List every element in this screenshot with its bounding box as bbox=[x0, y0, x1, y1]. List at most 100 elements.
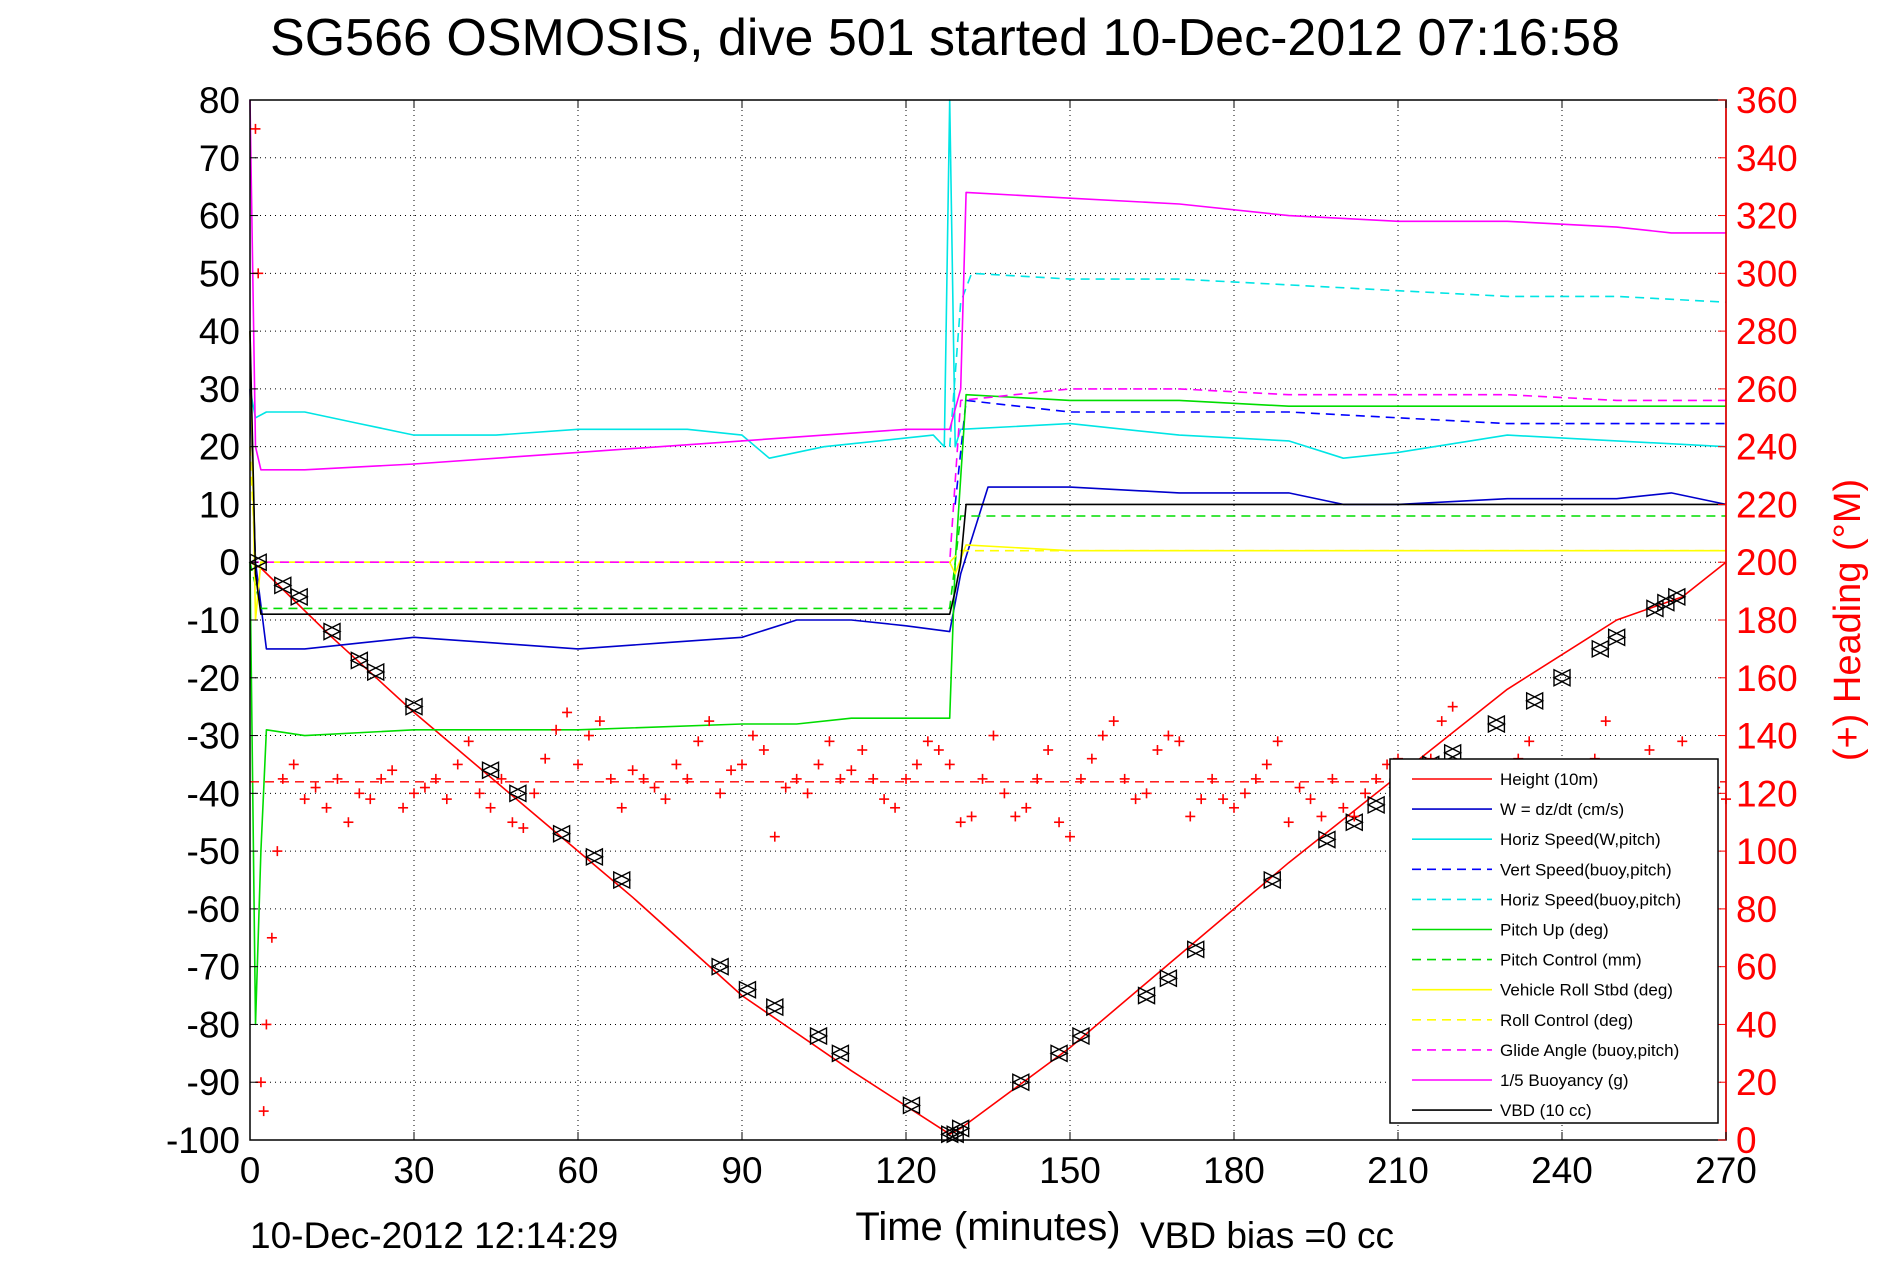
heading-point bbox=[1086, 753, 1097, 764]
right-tick-label: 100 bbox=[1736, 831, 1798, 872]
heading-point bbox=[1436, 716, 1447, 727]
heading-point bbox=[1349, 811, 1360, 822]
legend-label-3: Horiz Speed(W,pitch) bbox=[1500, 830, 1661, 849]
heading-point bbox=[758, 745, 769, 755]
legend-label-11: 1/5 Buoyancy (g) bbox=[1500, 1071, 1629, 1090]
heading-point bbox=[258, 1106, 269, 1117]
legend: Height (10m) W = dz/dt (cm/s) Horiz Speed(… bbox=[1389, 758, 1719, 1124]
right-tick-label: 360 bbox=[1736, 80, 1798, 121]
heading-point bbox=[1677, 736, 1688, 747]
y-tick-label: 20 bbox=[199, 427, 240, 468]
heading-point bbox=[780, 782, 791, 793]
x-axis-label: Time (minutes) bbox=[855, 1205, 1120, 1249]
y-tick-label: -50 bbox=[187, 831, 240, 872]
y-tick-label: -10 bbox=[187, 600, 240, 641]
heading-point bbox=[605, 773, 616, 784]
right-tick-label: 160 bbox=[1736, 658, 1798, 699]
right-tick-label: 240 bbox=[1736, 427, 1798, 468]
y-tick-label: 30 bbox=[199, 369, 240, 410]
heading-point bbox=[879, 794, 890, 805]
heading-point bbox=[1283, 817, 1294, 828]
sample-marker-rev bbox=[1486, 714, 1506, 734]
x-tick-label: 120 bbox=[875, 1150, 937, 1191]
heading-point bbox=[1360, 788, 1371, 799]
sample-marker-rev bbox=[1525, 691, 1544, 711]
heading-point bbox=[890, 802, 901, 813]
sample-marker-rev bbox=[289, 587, 308, 607]
y-tick-label: 70 bbox=[199, 138, 240, 179]
heading-point bbox=[671, 759, 682, 770]
sample-marker-rev bbox=[248, 553, 267, 572]
heading-point bbox=[310, 782, 321, 793]
series-line-11 bbox=[249, 99, 1726, 471]
heading-point bbox=[846, 765, 857, 776]
heading-point bbox=[1097, 730, 1108, 741]
x-tick-label: 180 bbox=[1203, 1150, 1265, 1191]
heading-point bbox=[272, 846, 283, 857]
heading-point bbox=[977, 773, 988, 784]
heading-point bbox=[1600, 716, 1611, 727]
y-tick-label: 80 bbox=[199, 80, 240, 121]
heading-point bbox=[813, 759, 824, 770]
right-tick-label: 320 bbox=[1736, 196, 1798, 237]
right-tick-label: 0 bbox=[1736, 1120, 1757, 1161]
heading-point bbox=[966, 811, 977, 822]
heading-point bbox=[1130, 794, 1141, 805]
series-line-4 bbox=[954, 399, 1726, 505]
heading-point bbox=[1152, 745, 1163, 755]
heading-point bbox=[266, 932, 277, 943]
heading-point bbox=[365, 794, 376, 805]
y-tick-label: 60 bbox=[199, 196, 240, 237]
heading-point bbox=[1108, 716, 1119, 727]
heading-point bbox=[1338, 802, 1349, 813]
right-tick-label: 300 bbox=[1736, 253, 1798, 294]
sample-marker-rev bbox=[349, 651, 369, 670]
heading-point bbox=[288, 759, 299, 770]
heading-point bbox=[737, 759, 747, 770]
sample-marker-rev bbox=[480, 761, 500, 780]
sample-marker-rev bbox=[765, 997, 784, 1017]
sample-marker-rev bbox=[710, 957, 729, 976]
footer-vbd-bias: VBD bias =0 cc bbox=[1140, 1215, 1394, 1256]
heading-point bbox=[299, 794, 310, 805]
heading-point bbox=[1119, 773, 1130, 784]
legend-label-10: Glide Angle (buoy,pitch) bbox=[1500, 1041, 1679, 1060]
heading-point bbox=[419, 782, 430, 793]
heading-point bbox=[1294, 782, 1305, 793]
heading-point bbox=[1010, 811, 1021, 822]
heading-layer bbox=[250, 123, 1731, 1117]
sample-marker-rev bbox=[830, 1044, 850, 1063]
series-layer bbox=[249, 99, 1727, 1135]
right-tick-label: 60 bbox=[1736, 947, 1777, 988]
sample-marker-rev bbox=[1071, 1026, 1090, 1046]
heading-point bbox=[802, 788, 813, 799]
right-tick-label: 200 bbox=[1736, 542, 1798, 583]
sample-marker-rev bbox=[1366, 795, 1385, 815]
heading-point bbox=[933, 745, 944, 755]
heading-point bbox=[387, 765, 398, 776]
sample-marker-rev bbox=[273, 576, 292, 595]
heading-point bbox=[1272, 736, 1283, 747]
y-tick-label: -80 bbox=[187, 1004, 240, 1045]
sample-marker-rev bbox=[1667, 587, 1686, 607]
x-tick-label: 60 bbox=[557, 1150, 598, 1191]
right-tick-label: 80 bbox=[1736, 889, 1777, 930]
legend-label-8: Vehicle Roll Stbd (deg) bbox=[1500, 981, 1673, 1000]
sample-marker-rev bbox=[508, 784, 527, 803]
heading-point bbox=[250, 123, 261, 134]
sample-marker-rev bbox=[584, 847, 604, 867]
heading-point bbox=[562, 707, 573, 718]
heading-point bbox=[769, 831, 780, 842]
legend-label-7: Pitch Control (mm) bbox=[1500, 951, 1642, 970]
heading-point bbox=[594, 716, 605, 727]
heading-point bbox=[824, 736, 835, 747]
heading-point bbox=[1054, 817, 1065, 828]
heading-point bbox=[551, 724, 562, 735]
heading-point bbox=[715, 788, 726, 799]
heading-point bbox=[398, 802, 409, 813]
sample-marker-rev bbox=[366, 662, 385, 682]
y-tick-label: -70 bbox=[187, 947, 240, 988]
sample-marker-rev bbox=[1136, 986, 1156, 1005]
legend-label-9: Roll Control (deg) bbox=[1500, 1011, 1633, 1030]
heading-point bbox=[430, 773, 441, 784]
